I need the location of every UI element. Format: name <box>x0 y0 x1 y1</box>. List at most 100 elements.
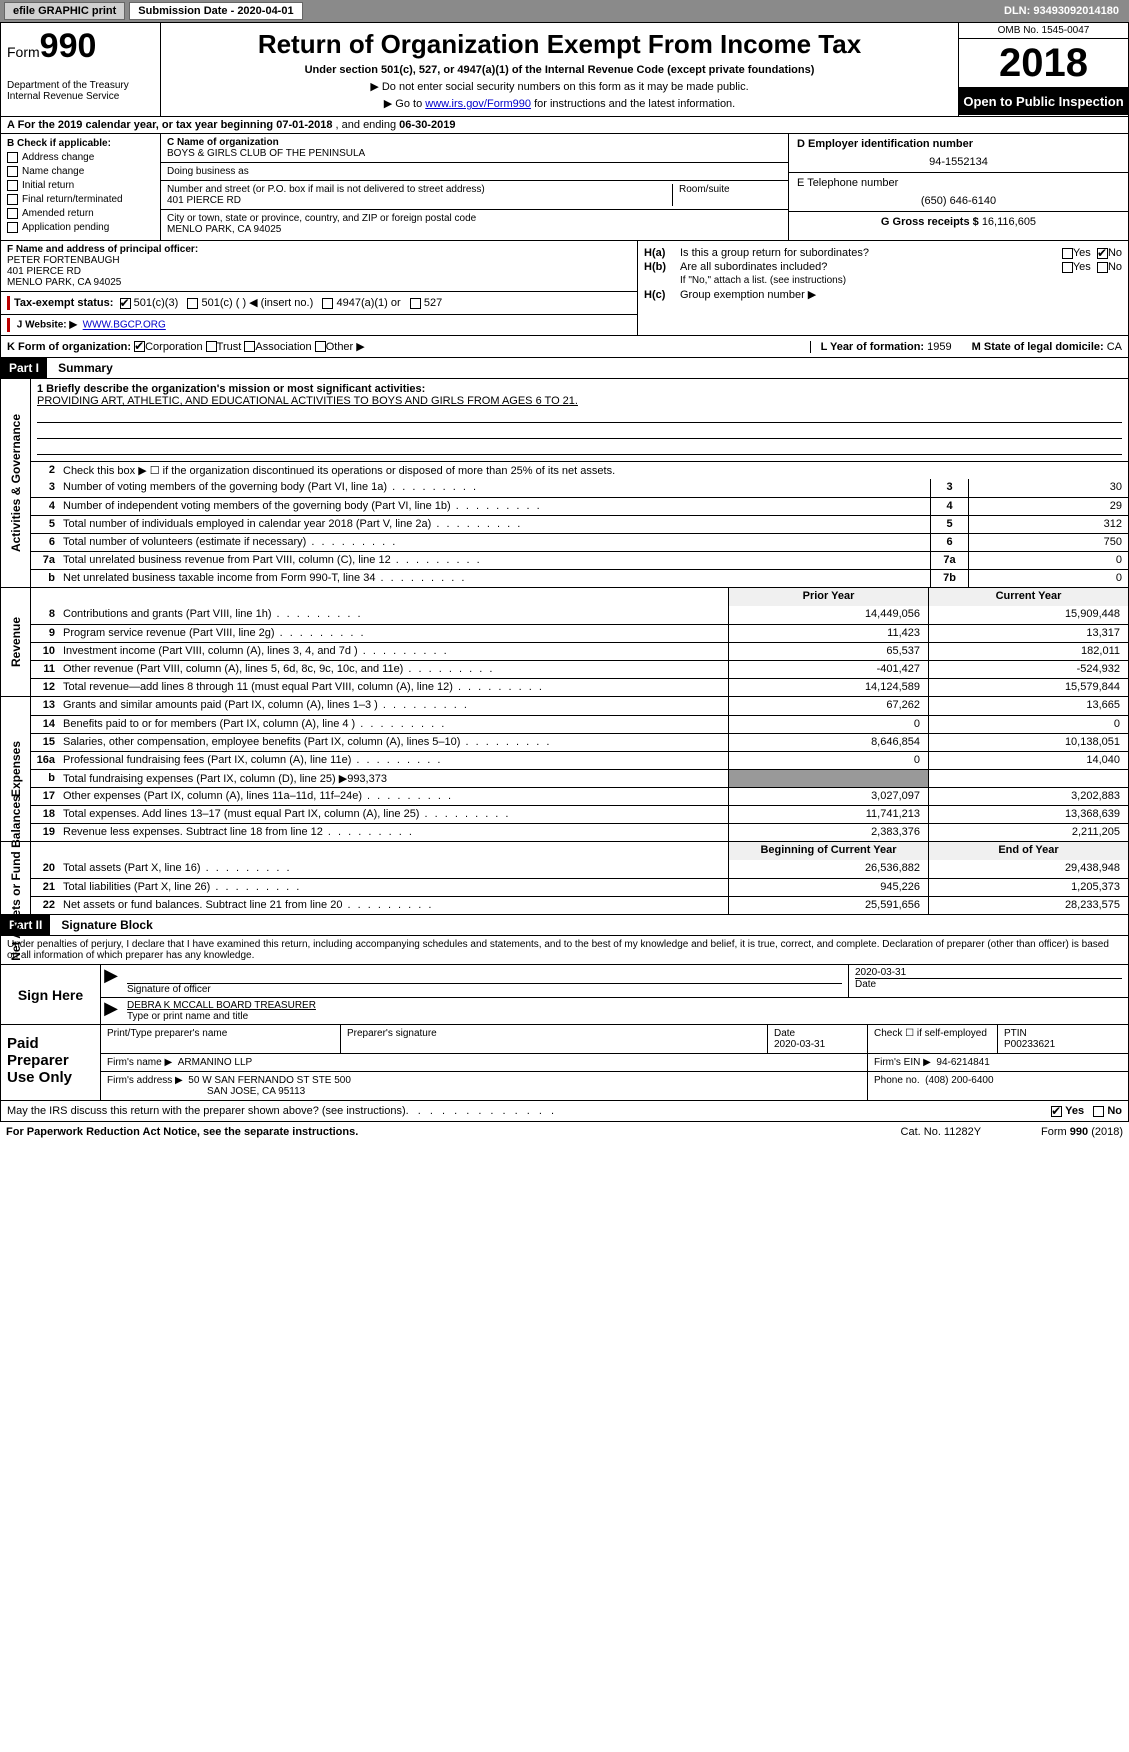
gov-line-val: 312 <box>968 516 1128 533</box>
chk-527[interactable] <box>410 298 421 309</box>
exp-prior: 2,383,376 <box>728 824 928 841</box>
dba-label: Doing business as <box>167 166 782 177</box>
exp-curr <box>928 770 1128 787</box>
h-sig: Preparer's signature <box>341 1025 768 1053</box>
phone-label: E Telephone number <box>797 177 1120 189</box>
form-of-org-row: K Form of organization: Corporation Trus… <box>0 336 1129 358</box>
gross-receipts-label: G Gross receipts $ <box>881 216 979 228</box>
chk-501c[interactable] <box>187 298 198 309</box>
efile-graphic-btn[interactable]: efile GRAPHIC print <box>4 2 125 20</box>
chk-4947[interactable] <box>322 298 333 309</box>
omb-number: OMB No. 1545-0047 <box>959 23 1128 39</box>
room-suite-label: Room/suite <box>672 184 782 206</box>
gov-line-val: 30 <box>968 479 1128 497</box>
sign-date: 2020-03-31 <box>855 967 1122 978</box>
exp-curr: 13,665 <box>928 697 1128 715</box>
exp-line-desc: Salaries, other compensation, employee b… <box>59 734 728 751</box>
chk-trust[interactable] <box>206 341 217 352</box>
chk-final-return[interactable] <box>7 194 18 205</box>
website-link[interactable]: WWW.BGCP.ORG <box>83 320 166 331</box>
gov-line-box: 7b <box>930 570 968 587</box>
street-label: Number and street (or P.O. box if mail i… <box>167 184 672 195</box>
gov-line-box: 3 <box>930 479 968 497</box>
chk-name-change[interactable] <box>7 166 18 177</box>
h-b-yes[interactable] <box>1062 262 1073 273</box>
rev-curr: 13,317 <box>928 625 1128 642</box>
mission-text: PROVIDING ART, ATHLETIC, AND EDUCATIONAL… <box>37 395 578 407</box>
firm-addr-label: Firm's address ▶ <box>107 1075 183 1086</box>
eoy-header: End of Year <box>928 842 1128 860</box>
gov-line-desc: Total number of individuals employed in … <box>59 516 930 533</box>
form-title: Return of Organization Exempt From Incom… <box>167 29 952 60</box>
officer-city: MENLO PARK, CA 94025 <box>7 277 121 288</box>
exp-curr: 3,202,883 <box>928 788 1128 805</box>
h-print: Print/Type preparer's name <box>101 1025 341 1053</box>
discuss-no[interactable] <box>1093 1106 1104 1117</box>
h-date: Date <box>774 1028 861 1039</box>
gov-line-box: 7a <box>930 552 968 569</box>
officer-name: PETER FORTENBAUGH <box>7 255 120 266</box>
perjury-statement: Under penalties of perjury, I declare th… <box>0 936 1129 965</box>
chk-initial-return[interactable] <box>7 180 18 191</box>
exp-prior: 0 <box>728 716 928 733</box>
city-value: MENLO PARK, CA 94025 <box>167 224 782 235</box>
gov-line-desc: Number of voting members of the governin… <box>59 479 930 497</box>
h-b-text: Are all subordinates included? <box>680 261 827 273</box>
cat-no: Cat. No. 11282Y <box>901 1126 982 1138</box>
exp-line-desc: Total expenses. Add lines 13–17 (must eq… <box>59 806 728 823</box>
chk-assoc[interactable] <box>244 341 255 352</box>
gov-line-box: 5 <box>930 516 968 533</box>
chk-amended-return[interactable] <box>7 208 18 219</box>
h-b-note: If "No," attach a list. (see instruction… <box>644 275 1122 286</box>
exp-curr: 0 <box>928 716 1128 733</box>
signature-of-officer-label: Signature of officer <box>127 983 842 995</box>
irs-link[interactable]: www.irs.gov/Form990 <box>425 98 531 110</box>
paperwork-notice: For Paperwork Reduction Act Notice, see … <box>6 1126 358 1138</box>
sign-here-label: Sign Here <box>1 965 101 1024</box>
h-b-no[interactable] <box>1097 262 1108 273</box>
chk-address-change[interactable] <box>7 152 18 163</box>
rev-prior: 14,449,056 <box>728 606 928 624</box>
h-a-yes[interactable] <box>1062 248 1073 259</box>
chk-application-pending[interactable] <box>7 222 18 233</box>
net-prior: 945,226 <box>728 879 928 896</box>
net-line-desc: Total liabilities (Part X, line 26) <box>59 879 728 896</box>
gov-line-desc: Total unrelated business revenue from Pa… <box>59 552 930 569</box>
chk-corp[interactable] <box>134 341 145 352</box>
gov-line-box: 6 <box>930 534 968 551</box>
part2-title: Signature Block <box>53 915 160 935</box>
exp-prior: 67,262 <box>728 697 928 715</box>
h-a-no[interactable] <box>1097 248 1108 259</box>
firm-phone: (408) 200-6400 <box>925 1075 993 1086</box>
rev-line-desc: Contributions and grants (Part VIII, lin… <box>59 606 728 624</box>
net-curr: 1,205,373 <box>928 879 1128 896</box>
year-formation: 1959 <box>927 341 951 353</box>
officer-print-name: DEBRA K MCCALL BOARD TREASURER <box>127 1000 1122 1011</box>
section-b-checkboxes: B Check if applicable: Address change Na… <box>1 134 161 240</box>
h-ptin: PTIN <box>1004 1028 1122 1039</box>
gov-line-val: 29 <box>968 498 1128 515</box>
firm-ein: 94-6214841 <box>936 1057 989 1068</box>
h-c-text: Group exemption number ▶ <box>680 288 816 301</box>
line2-text: Check this box ▶ ☐ if the organization d… <box>59 462 1128 479</box>
dept-treasury: Department of the Treasury Internal Reve… <box>7 80 154 102</box>
org-name-label: C Name of organization <box>167 137 782 148</box>
gross-receipts-value: 16,116,605 <box>982 216 1036 228</box>
chk-other[interactable] <box>315 341 326 352</box>
gov-line-desc: Net unrelated business taxable income fr… <box>59 570 930 587</box>
rev-curr: 15,909,448 <box>928 606 1128 624</box>
chk-501c3[interactable] <box>120 298 131 309</box>
exp-prior: 11,741,213 <box>728 806 928 823</box>
rev-prior: -401,427 <box>728 661 928 678</box>
discuss-yes[interactable] <box>1051 1106 1062 1117</box>
rot-netassets: Net Assets or Fund Balances <box>1 842 31 914</box>
exp-line-desc: Other expenses (Part IX, column (A), lin… <box>59 788 728 805</box>
ein-label: D Employer identification number <box>797 138 1120 150</box>
net-line-desc: Net assets or fund balances. Subtract li… <box>59 897 728 914</box>
form-number: Form990 <box>7 27 154 66</box>
h-a-text: Is this a group return for subordinates? <box>680 247 869 259</box>
exp-prior: 0 <box>728 752 928 769</box>
tax-exempt-status: Tax-exempt status: 501(c)(3) 501(c) ( ) … <box>1 292 637 315</box>
submission-date: Submission Date - 2020-04-01 <box>129 2 302 20</box>
h-check: Check ☐ if self-employed <box>868 1025 998 1053</box>
